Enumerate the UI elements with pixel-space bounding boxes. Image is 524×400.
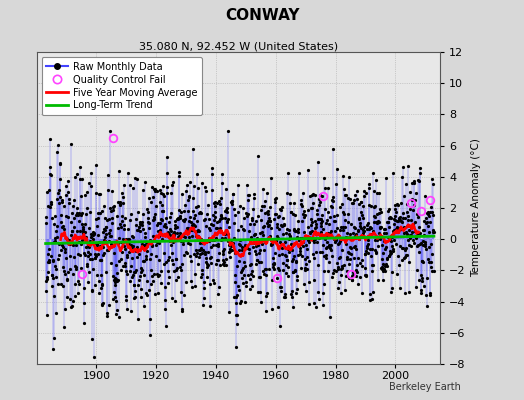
Title: 35.080 N, 92.452 W (United States): 35.080 N, 92.452 W (United States) [139,41,338,51]
Legend: Raw Monthly Data, Quality Control Fail, Five Year Moving Average, Long-Term Tren: Raw Monthly Data, Quality Control Fail, … [41,57,202,115]
Text: CONWAY: CONWAY [225,8,299,23]
Text: Berkeley Earth: Berkeley Earth [389,382,461,392]
Y-axis label: Temperature Anomaly (°C): Temperature Anomaly (°C) [471,138,481,278]
